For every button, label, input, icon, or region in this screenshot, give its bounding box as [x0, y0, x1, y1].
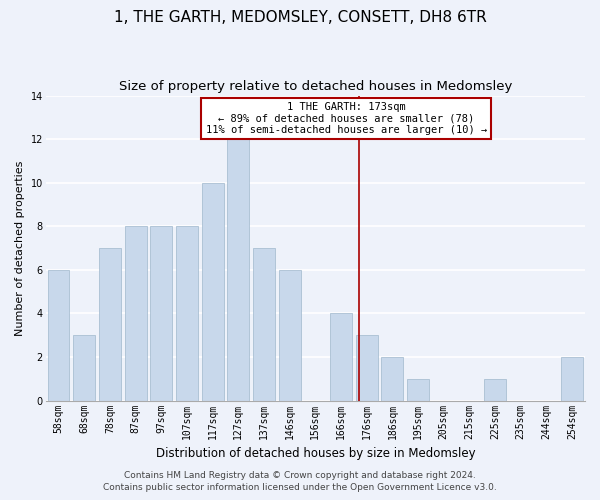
Bar [73, 336, 95, 400]
Text: 1, THE GARTH, MEDOMSLEY, CONSETT, DH8 6TR: 1, THE GARTH, MEDOMSLEY, CONSETT, DH8 6T… [113, 10, 487, 25]
Y-axis label: Number of detached properties: Number of detached properties [15, 160, 25, 336]
Title: Size of property relative to detached houses in Medomsley: Size of property relative to detached ho… [119, 80, 512, 93]
Bar [279, 270, 301, 400]
Bar [561, 357, 583, 401]
Bar [227, 139, 249, 400]
Bar [202, 182, 224, 400]
Bar [356, 336, 377, 400]
Bar [47, 270, 70, 400]
Bar [330, 314, 352, 400]
X-axis label: Distribution of detached houses by size in Medomsley: Distribution of detached houses by size … [155, 447, 475, 460]
Bar [484, 379, 506, 400]
Text: Contains HM Land Registry data © Crown copyright and database right 2024.
Contai: Contains HM Land Registry data © Crown c… [103, 471, 497, 492]
Bar [407, 379, 429, 400]
Bar [253, 248, 275, 400]
Bar [125, 226, 146, 400]
Bar [151, 226, 172, 400]
Bar [176, 226, 198, 400]
Bar [99, 248, 121, 400]
Bar [382, 357, 403, 401]
Text: 1 THE GARTH: 173sqm
← 89% of detached houses are smaller (78)
11% of semi-detach: 1 THE GARTH: 173sqm ← 89% of detached ho… [206, 102, 487, 136]
